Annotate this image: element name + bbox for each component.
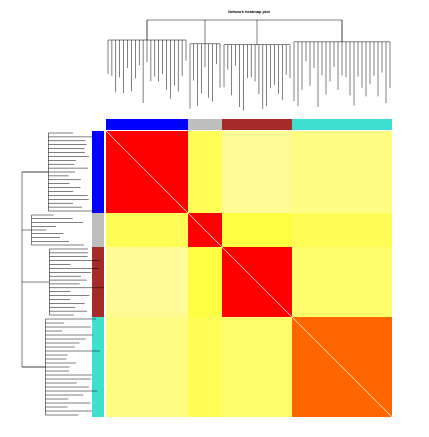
dendrogram-top bbox=[107, 19, 391, 111]
heatmap-cell bbox=[188, 317, 222, 417]
module-bar-left bbox=[92, 213, 104, 247]
module-bar-left bbox=[92, 317, 104, 417]
heatmap-cell bbox=[292, 247, 392, 317]
heatmap-cell bbox=[292, 131, 392, 213]
module-bar-top bbox=[222, 119, 292, 130]
module-bar-top bbox=[292, 119, 392, 130]
heatmap-cell bbox=[106, 213, 188, 247]
heatmap-cell bbox=[188, 131, 222, 213]
heatmap-cell bbox=[222, 131, 292, 213]
heatmap-cell bbox=[188, 247, 222, 317]
heatmap-cell bbox=[292, 213, 392, 247]
heatmap-cell bbox=[222, 317, 292, 417]
chart-title: Network heatmap plot bbox=[228, 9, 270, 14]
module-bar-left bbox=[92, 247, 104, 317]
heatmap-cell bbox=[106, 317, 188, 417]
module-bar-left bbox=[92, 131, 104, 213]
heatmap-cell bbox=[222, 213, 292, 247]
module-bar-top bbox=[106, 119, 188, 130]
module-bar-top bbox=[188, 119, 222, 130]
heatmap-cell bbox=[106, 247, 188, 317]
diagonal bbox=[105, 130, 393, 418]
dendrogram-left bbox=[21, 132, 105, 416]
